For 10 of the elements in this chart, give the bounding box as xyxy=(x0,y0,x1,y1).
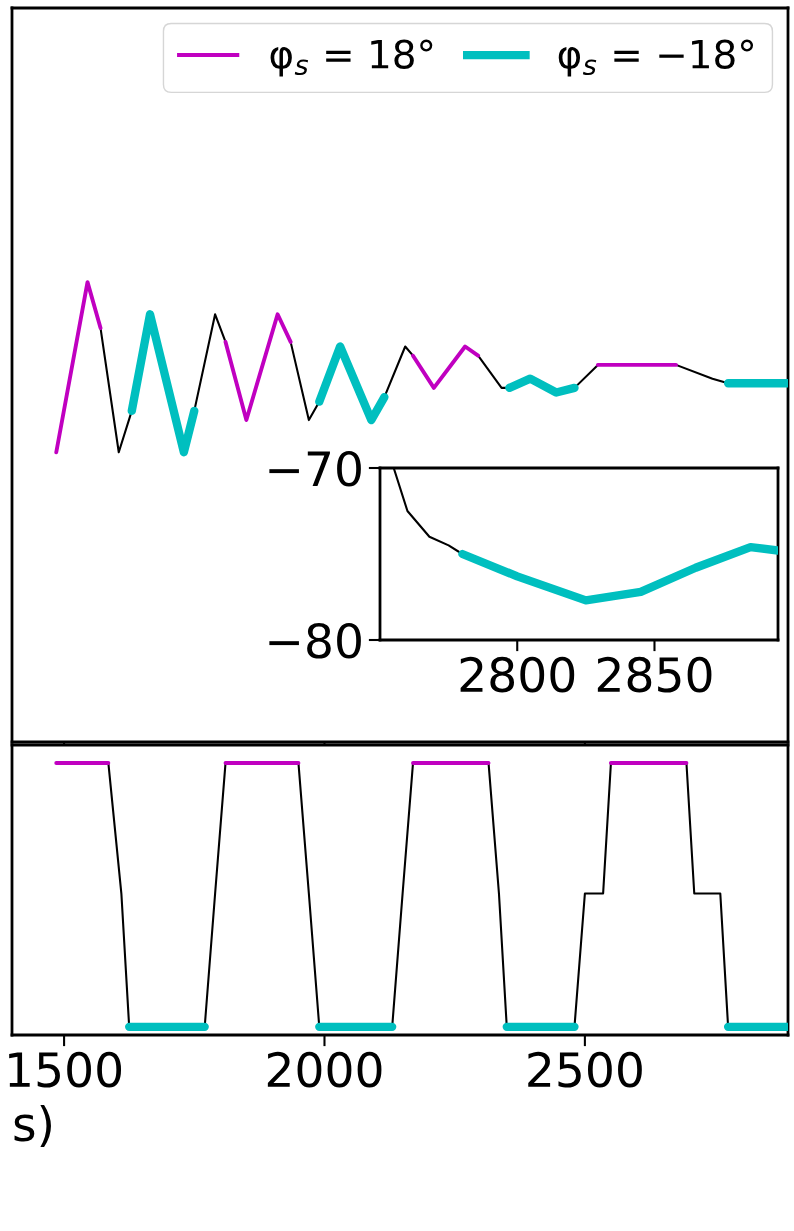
legend-label: φ$_{s}$ = −18° xyxy=(558,39,753,77)
y-tick-label: −70 xyxy=(269,450,361,487)
x-tick-label: 2850 xyxy=(597,656,712,693)
x-tick-label: 2800 xyxy=(460,656,575,693)
x-tick-label: 2000 xyxy=(267,1051,382,1088)
x-axis-title: s) xyxy=(14,1105,51,1148)
legend-label: φ$_{s}$ = 18° xyxy=(270,39,433,77)
x-tick-label: 1500 xyxy=(9,1051,122,1088)
y-tick-label: −80 xyxy=(269,622,361,659)
x-tick-label: 2500 xyxy=(528,1051,642,1088)
